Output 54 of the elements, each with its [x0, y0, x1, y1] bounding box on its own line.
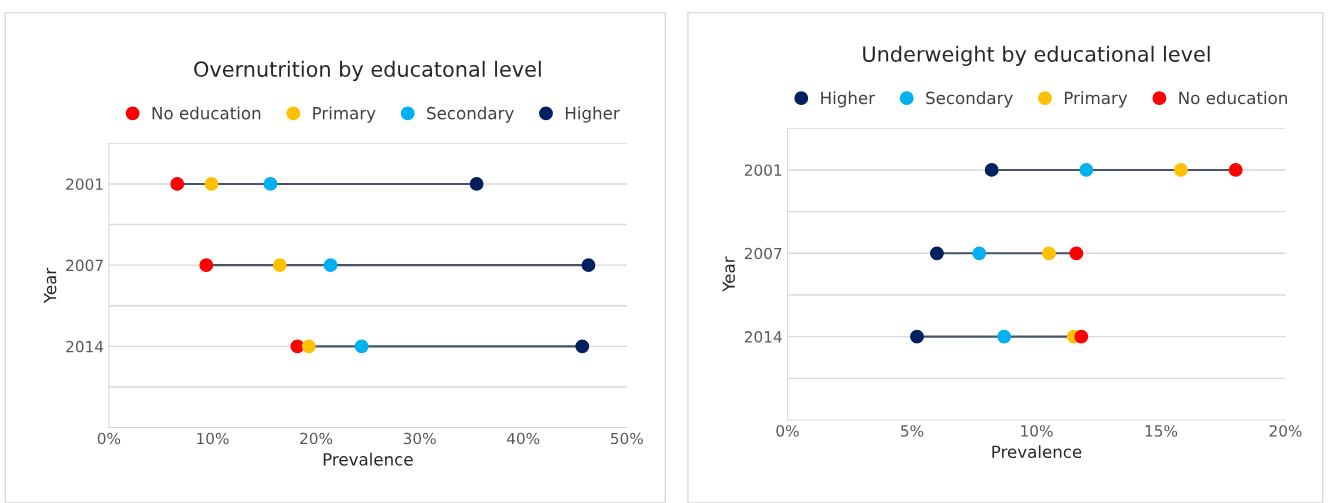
point: [972, 246, 987, 261]
point: [272, 258, 287, 273]
y-tick-label: 2014: [744, 331, 782, 343]
point: [910, 329, 924, 344]
legend-label: No education: [1179, 91, 1287, 105]
x-tick-label: 10%: [1021, 425, 1053, 437]
point: [199, 258, 214, 273]
y-tick-label: 2001: [744, 164, 782, 176]
point: [1174, 163, 1188, 177]
x-tick-label: 10%: [197, 432, 229, 445]
x-tick-label: 20%: [1269, 425, 1302, 437]
legend-label: Primary: [1064, 91, 1128, 108]
point: [575, 339, 590, 354]
legend-label: Higher: [565, 106, 620, 123]
x-tick-label: 40%: [507, 432, 540, 445]
chart-title: Overnutrition by educatonal level: [194, 60, 541, 82]
y-axis-title: Year: [722, 256, 735, 292]
x-tick-label: 20%: [300, 432, 333, 445]
point: [1079, 163, 1094, 177]
point: [997, 329, 1012, 344]
legend-label: No education: [152, 106, 261, 120]
point: [263, 177, 278, 191]
y-tick-label: 2001: [66, 178, 103, 190]
chart-title: Underweight by educational level: [863, 45, 1210, 66]
x-axis-title: Prevalence: [323, 452, 413, 466]
point: [1069, 246, 1084, 261]
x-tick-label: 0%: [97, 432, 121, 445]
point: [323, 258, 338, 273]
y-tick-label: 2007: [66, 259, 103, 272]
point: [170, 177, 185, 191]
point: [1042, 246, 1056, 261]
x-axis-title: Prevalence: [992, 445, 1082, 459]
legend-label: Higher: [821, 91, 876, 108]
y-tick-label: 2014: [66, 340, 104, 353]
y-tick-label: 2007: [744, 247, 782, 260]
point: [469, 177, 484, 191]
point: [290, 339, 305, 354]
point: [204, 177, 219, 191]
point: [1074, 329, 1089, 344]
legend-label: Secondary: [427, 106, 514, 123]
x-tick-label: 15%: [1145, 425, 1178, 437]
point: [929, 246, 944, 261]
point: [984, 163, 999, 177]
x-tick-label: 0%: [776, 425, 799, 437]
point: [1228, 163, 1243, 177]
x-tick-label: 5%: [901, 425, 924, 437]
x-tick-label: 50%: [611, 432, 643, 445]
point: [354, 339, 369, 354]
point: [301, 339, 316, 354]
legend-label: Secondary: [926, 91, 1013, 108]
x-tick-label: 30%: [403, 432, 436, 445]
point: [581, 258, 596, 273]
y-axis-title: Year: [43, 267, 57, 304]
legend-label: Primary: [313, 106, 376, 123]
